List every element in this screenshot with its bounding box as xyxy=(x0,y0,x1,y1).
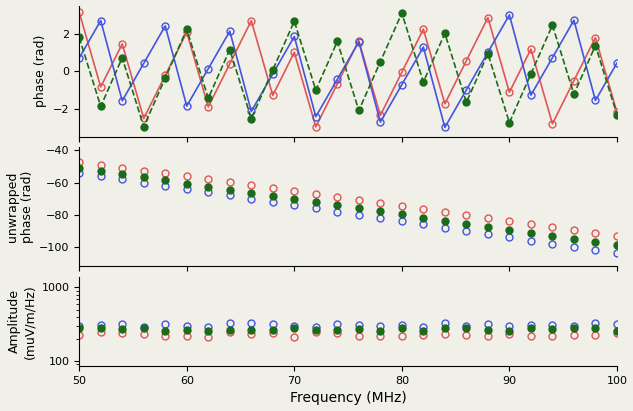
Y-axis label: Amplitude
(muV/m/Hz): Amplitude (muV/m/Hz) xyxy=(8,284,36,359)
Y-axis label: phase (rad): phase (rad) xyxy=(34,35,47,107)
Y-axis label: unwrapped
phase (rad): unwrapped phase (rad) xyxy=(6,171,34,243)
X-axis label: Frequency (MHz): Frequency (MHz) xyxy=(290,391,406,405)
